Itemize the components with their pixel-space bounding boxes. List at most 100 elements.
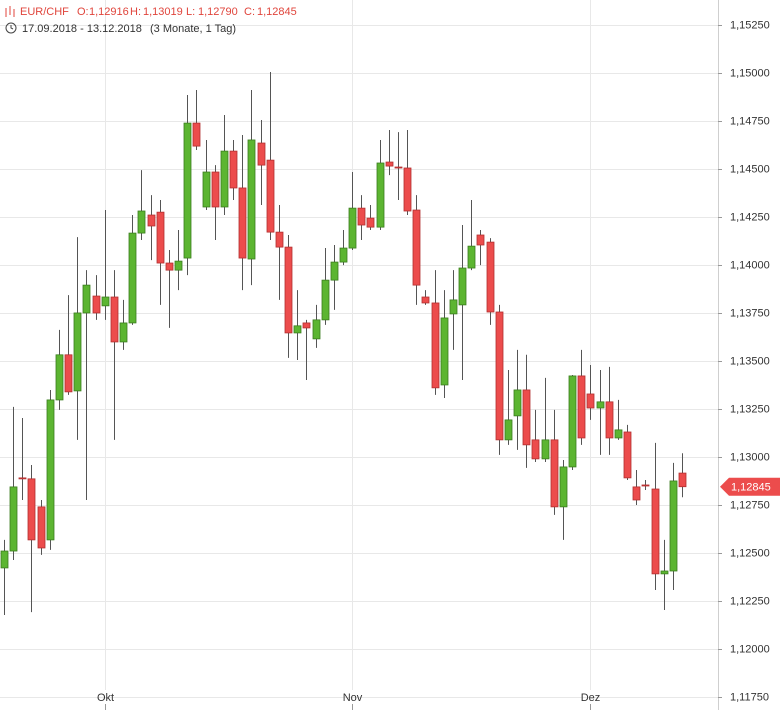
candle-body bbox=[605, 401, 614, 439]
candle-body bbox=[321, 279, 330, 321]
candle-body bbox=[412, 209, 421, 286]
candle-body bbox=[623, 431, 632, 479]
candle-body bbox=[0, 550, 9, 569]
candle-body bbox=[531, 439, 540, 460]
y-tick-label: 1,15250 bbox=[730, 19, 770, 31]
candle-body bbox=[449, 299, 458, 315]
stat-value: 1,12845 bbox=[257, 6, 297, 18]
candle-body bbox=[183, 122, 192, 259]
candle-body bbox=[495, 311, 504, 441]
candle-body bbox=[357, 207, 366, 226]
candle-body bbox=[577, 375, 586, 439]
candle-body bbox=[101, 296, 110, 307]
candle-body bbox=[174, 260, 183, 271]
candle-body bbox=[641, 484, 650, 487]
candle-body bbox=[568, 375, 577, 468]
candle-body bbox=[669, 480, 678, 572]
candle-body bbox=[202, 171, 211, 208]
y-tick-label: 1,14750 bbox=[730, 115, 770, 127]
candle-body bbox=[192, 122, 201, 147]
candle-body bbox=[293, 325, 302, 334]
candle-body bbox=[211, 171, 220, 208]
candle-body bbox=[46, 399, 55, 541]
candle-body bbox=[522, 389, 531, 446]
candle-body bbox=[513, 389, 522, 417]
stat-name: H: bbox=[130, 6, 141, 18]
candle-body bbox=[165, 262, 174, 271]
candle-body bbox=[37, 506, 46, 549]
stat-name: C: bbox=[244, 6, 255, 18]
y-tick-label: 1,12500 bbox=[730, 547, 770, 559]
candle-body bbox=[18, 477, 27, 480]
candle-body bbox=[394, 166, 403, 169]
candle-body bbox=[220, 150, 229, 208]
candle-body bbox=[27, 478, 36, 541]
y-tick-label: 1,13000 bbox=[730, 451, 770, 463]
y-tick-label: 1,13750 bbox=[730, 307, 770, 319]
candle-body bbox=[312, 319, 321, 340]
candle-body bbox=[257, 142, 266, 166]
symbol: EUR/CHF bbox=[20, 6, 69, 18]
y-tick-label: 1,12000 bbox=[730, 643, 770, 655]
candle-body bbox=[660, 570, 669, 575]
last-price-tag: 1,12845 bbox=[720, 477, 780, 496]
stat-value: 1,12790 bbox=[198, 6, 238, 18]
candle-body bbox=[476, 234, 485, 246]
clock-icon bbox=[5, 22, 17, 34]
candle-body bbox=[678, 472, 687, 488]
stat-name: L: bbox=[186, 6, 195, 18]
candle-body bbox=[366, 217, 375, 228]
header: EUR/CHF O: 1,12916 H: 1,13019 L: 1,12790… bbox=[5, 6, 297, 35]
candle-body bbox=[440, 317, 449, 386]
candle-body bbox=[541, 439, 550, 460]
candles bbox=[0, 71, 687, 615]
candle-body bbox=[467, 245, 476, 269]
y-tick-label: 1,12750 bbox=[730, 499, 770, 511]
candle-body bbox=[339, 247, 348, 263]
candle-body bbox=[421, 296, 430, 304]
grid: Okt Nov Dez bbox=[0, 0, 718, 710]
candle-body bbox=[156, 211, 165, 264]
y-tick-label: 1,14500 bbox=[730, 163, 770, 175]
candle-body bbox=[403, 167, 412, 212]
last-price-label: 1,12845 bbox=[731, 482, 771, 494]
stat-name: O: bbox=[77, 6, 89, 18]
last-price-marker bbox=[720, 477, 780, 496]
axis-background bbox=[719, 0, 780, 710]
candle-body bbox=[137, 210, 146, 234]
candle-body bbox=[247, 139, 256, 260]
y-axis: 1,11750 1,12000 1,12250 1,12500 1,12750 1,130… bbox=[718, 19, 770, 703]
y-tick-label: 1,13500 bbox=[730, 355, 770, 367]
candle-body bbox=[550, 439, 559, 508]
candle-body bbox=[632, 486, 641, 501]
candle-body bbox=[229, 150, 238, 189]
candle-body bbox=[596, 401, 605, 409]
candle-body bbox=[128, 232, 137, 324]
candle-body bbox=[238, 187, 247, 259]
candle-body bbox=[92, 295, 101, 314]
candle-body bbox=[73, 312, 82, 392]
candle-body bbox=[147, 214, 156, 227]
candle-body bbox=[376, 162, 385, 228]
candle-body bbox=[110, 296, 119, 343]
y-tick-label: 1,15000 bbox=[730, 67, 770, 79]
chart-icon bbox=[5, 6, 15, 17]
candle-body bbox=[330, 261, 339, 281]
x-tick-label: Dez bbox=[581, 692, 601, 704]
period: (3 Monate, 1 Tag) bbox=[150, 23, 236, 35]
candle-body bbox=[586, 393, 595, 409]
candle-body bbox=[302, 322, 311, 329]
y-tick-label: 1,11750 bbox=[730, 691, 769, 703]
x-tick-label: Okt bbox=[97, 692, 114, 704]
x-tick-label: Nov bbox=[343, 692, 363, 704]
candle-body bbox=[64, 354, 73, 393]
candle-body bbox=[504, 419, 513, 441]
candle-body bbox=[486, 241, 495, 313]
candle-body bbox=[55, 354, 64, 401]
y-tick-label: 1,14000 bbox=[730, 259, 770, 271]
candle-body bbox=[284, 246, 293, 334]
y-tick-label: 1,14250 bbox=[730, 211, 770, 223]
